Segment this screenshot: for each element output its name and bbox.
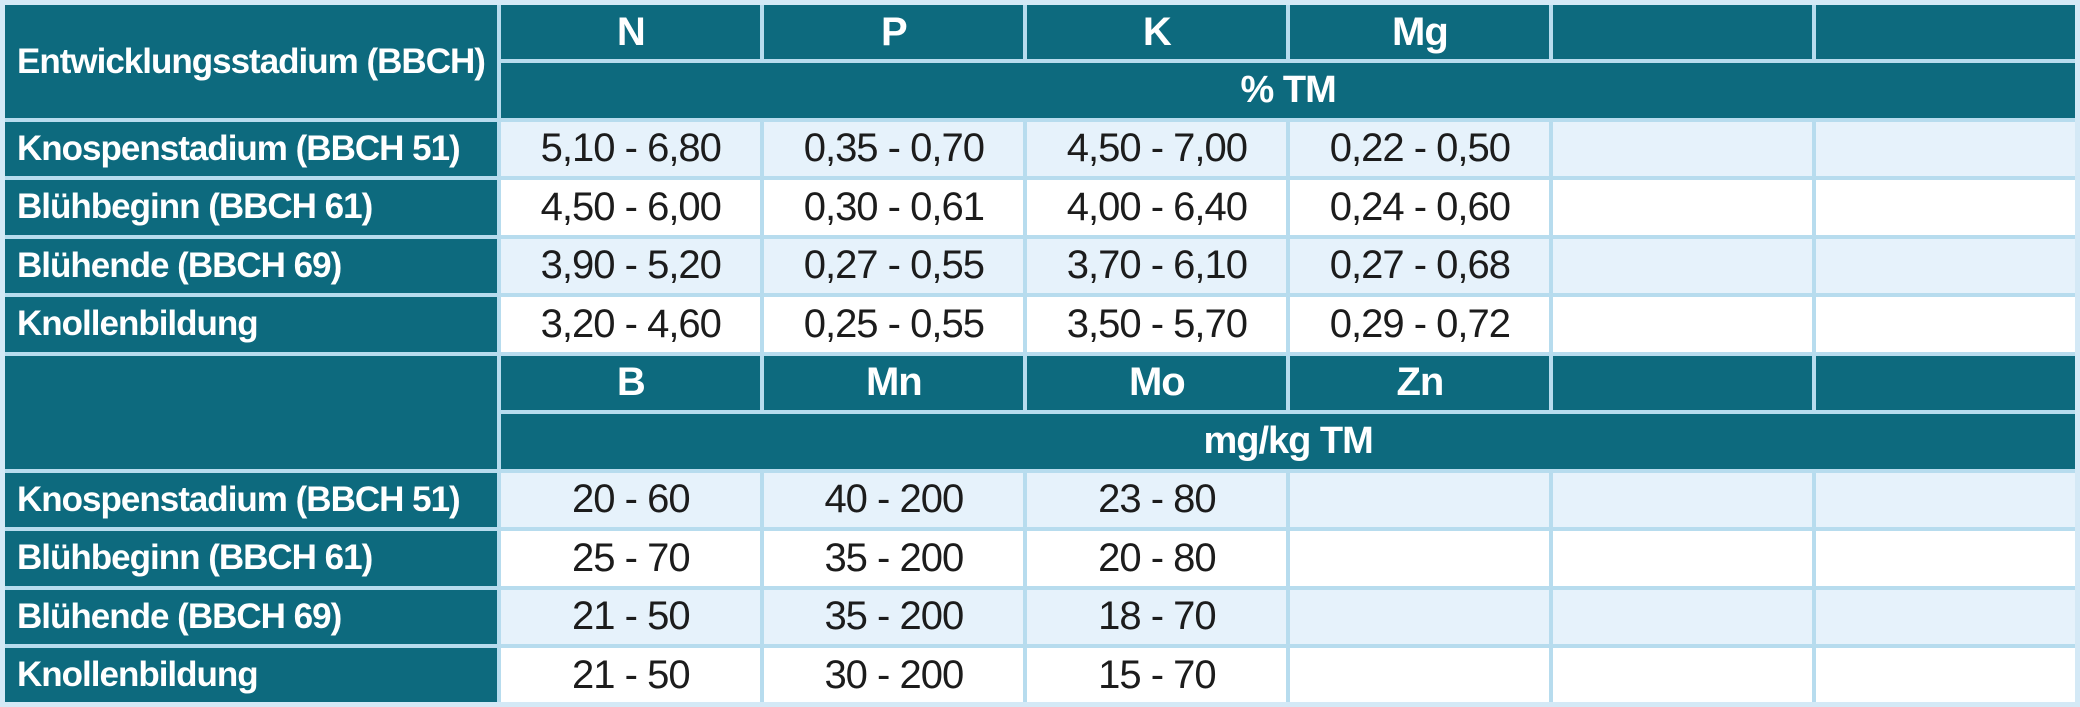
data-cell: 0,27 - 0,55 bbox=[760, 234, 1028, 297]
table-row: Knollenbildung 3,20 - 4,60 0,25 - 0,55 3… bbox=[0, 293, 2080, 356]
unit-header-percent-tm: % TM bbox=[497, 59, 2080, 122]
data-cell bbox=[1286, 585, 1554, 648]
col-header-n: N bbox=[497, 0, 765, 63]
data-cell: 0,25 - 0,55 bbox=[760, 293, 1028, 356]
col-header-mn: Mn bbox=[760, 351, 1028, 414]
row-label: Knollenbildung bbox=[0, 293, 502, 356]
data-cell: 0,30 - 0,61 bbox=[760, 176, 1028, 239]
data-cell: 3,20 - 4,60 bbox=[497, 293, 765, 356]
data-cell bbox=[1812, 117, 2080, 180]
table-row: mg/kg TM bbox=[3, 410, 2080, 473]
corner-header-cell: Entwicklungsstadium (BBCH) bbox=[0, 0, 502, 122]
data-cell bbox=[1812, 468, 2080, 531]
data-cell: 4,50 - 6,00 bbox=[497, 176, 765, 239]
data-cell: 20 - 80 bbox=[1023, 527, 1291, 590]
row-label: Knospenstadium (BBCH 51) bbox=[0, 117, 502, 180]
data-cell bbox=[1286, 527, 1554, 590]
data-cell bbox=[1286, 468, 1554, 531]
col-header-zn: Zn bbox=[1286, 351, 1554, 414]
table-row: % TM bbox=[3, 59, 2080, 122]
corner-empty-cell bbox=[0, 351, 502, 473]
data-cell bbox=[1549, 644, 1817, 707]
data-cell bbox=[1549, 176, 1817, 239]
col-header-p: P bbox=[760, 0, 1028, 63]
row-label: Blühbeginn (BBCH 61) bbox=[0, 176, 502, 239]
data-cell: 23 - 80 bbox=[1023, 468, 1291, 531]
data-cell bbox=[1812, 644, 2080, 707]
row-label: Knospenstadium (BBCH 51) bbox=[0, 468, 502, 531]
data-cell bbox=[1812, 527, 2080, 590]
data-cell: 35 - 200 bbox=[760, 585, 1028, 648]
row-label: Blühende (BBCH 69) bbox=[0, 585, 502, 648]
table-row: B Mn Mo Zn bbox=[0, 351, 2080, 473]
data-cell: 0,22 - 0,50 bbox=[1286, 117, 1554, 180]
data-cell bbox=[1549, 234, 1817, 297]
table-row: Blühbeginn (BBCH 61) 4,50 - 6,00 0,30 - … bbox=[0, 176, 2080, 239]
data-cell bbox=[1549, 293, 1817, 356]
table-row: Entwicklungsstadium (BBCH) N P K Mg bbox=[0, 0, 2080, 122]
data-cell bbox=[1286, 644, 1554, 707]
data-cell bbox=[1549, 585, 1817, 648]
data-cell: 0,24 - 0,60 bbox=[1286, 176, 1554, 239]
table-row: Blühbeginn (BBCH 61) 25 - 70 35 - 200 20… bbox=[0, 527, 2080, 590]
data-cell: 3,70 - 6,10 bbox=[1023, 234, 1291, 297]
data-cell bbox=[1812, 234, 2080, 297]
col-header-b: B bbox=[497, 351, 765, 414]
data-cell: 0,27 - 0,68 bbox=[1286, 234, 1554, 297]
col-header-empty-1 bbox=[1549, 0, 1817, 63]
data-cell: 3,50 - 5,70 bbox=[1023, 293, 1291, 356]
data-cell: 0,35 - 0,70 bbox=[760, 117, 1028, 180]
row-label: Knollenbildung bbox=[0, 644, 502, 707]
data-cell: 30 - 200 bbox=[760, 644, 1028, 707]
data-cell: 35 - 200 bbox=[760, 527, 1028, 590]
col-header-mg: Mg bbox=[1286, 0, 1554, 63]
data-cell bbox=[1812, 176, 2080, 239]
col-header-k: K bbox=[1023, 0, 1291, 63]
data-cell: 20 - 60 bbox=[497, 468, 765, 531]
data-cell bbox=[1549, 468, 1817, 531]
data-cell: 4,50 - 7,00 bbox=[1023, 117, 1291, 180]
table-row: Blühende (BBCH 69) 21 - 50 35 - 200 18 -… bbox=[0, 585, 2080, 648]
row-label: Blühbeginn (BBCH 61) bbox=[0, 527, 502, 590]
col-header-empty-2 bbox=[1812, 0, 2080, 63]
data-cell: 18 - 70 bbox=[1023, 585, 1291, 648]
table-row: Knospenstadium (BBCH 51) 5,10 - 6,80 0,3… bbox=[0, 117, 2080, 180]
data-cell: 25 - 70 bbox=[497, 527, 765, 590]
data-cell: 21 - 50 bbox=[497, 585, 765, 648]
col-header-empty-3 bbox=[1549, 351, 1817, 414]
data-cell bbox=[1812, 585, 2080, 648]
col-header-mo: Mo bbox=[1023, 351, 1291, 414]
table-row: Knospenstadium (BBCH 51) 20 - 60 40 - 20… bbox=[0, 468, 2080, 531]
row-label: Blühende (BBCH 69) bbox=[0, 234, 502, 297]
data-cell bbox=[1812, 293, 2080, 356]
data-cell: 5,10 - 6,80 bbox=[497, 117, 765, 180]
data-cell: 3,90 - 5,20 bbox=[497, 234, 765, 297]
data-cell: 21 - 50 bbox=[497, 644, 765, 707]
unit-header-mg-kg-tm: mg/kg TM bbox=[497, 410, 2080, 473]
table-row: Knollenbildung 21 - 50 30 - 200 15 - 70 bbox=[0, 644, 2080, 707]
data-cell bbox=[1549, 117, 1817, 180]
col-header-empty-4 bbox=[1812, 351, 2080, 414]
data-cell: 40 - 200 bbox=[760, 468, 1028, 531]
data-cell: 0,29 - 0,72 bbox=[1286, 293, 1554, 356]
data-cell: 15 - 70 bbox=[1023, 644, 1291, 707]
data-cell: 4,00 - 6,40 bbox=[1023, 176, 1291, 239]
data-cell bbox=[1549, 527, 1817, 590]
table-row: Blühende (BBCH 69) 3,90 - 5,20 0,27 - 0,… bbox=[0, 234, 2080, 297]
